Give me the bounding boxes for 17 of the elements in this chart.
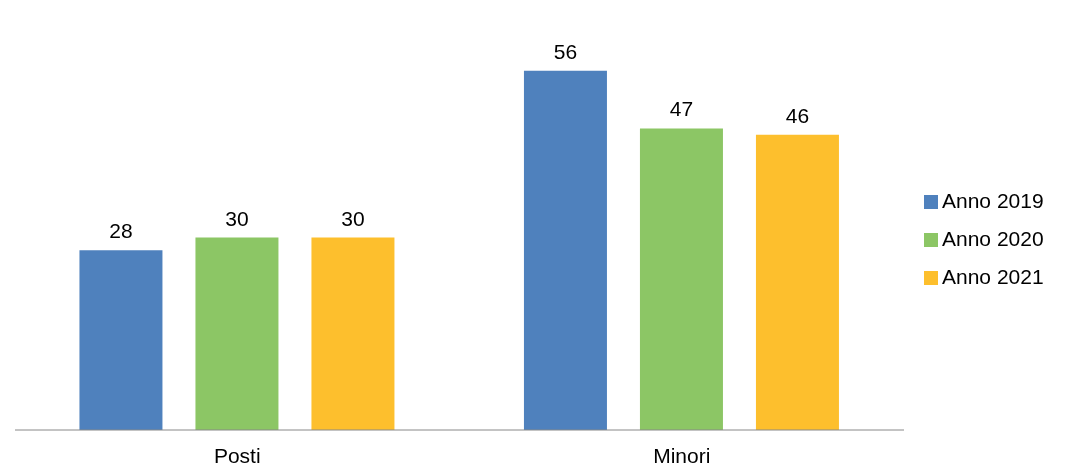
bar [639, 128, 723, 430]
bar [755, 134, 839, 430]
data-label: 47 [669, 97, 694, 121]
legend-label: Anno 2019 [942, 189, 1044, 212]
data-label: 56 [553, 39, 578, 63]
data-label: 30 [341, 206, 365, 230]
bar [79, 250, 163, 430]
legend-label: Anno 2020 [942, 227, 1044, 250]
legend-label: Anno 2021 [942, 265, 1044, 288]
bar [311, 237, 395, 430]
data-label: 30 [225, 206, 249, 230]
x-tick-label: Posti [213, 443, 261, 467]
data-label: 28 [109, 219, 133, 243]
bar [195, 237, 279, 430]
x-tick-label: Minori [653, 443, 711, 467]
data-label: 46 [785, 103, 810, 127]
bar [523, 70, 607, 430]
